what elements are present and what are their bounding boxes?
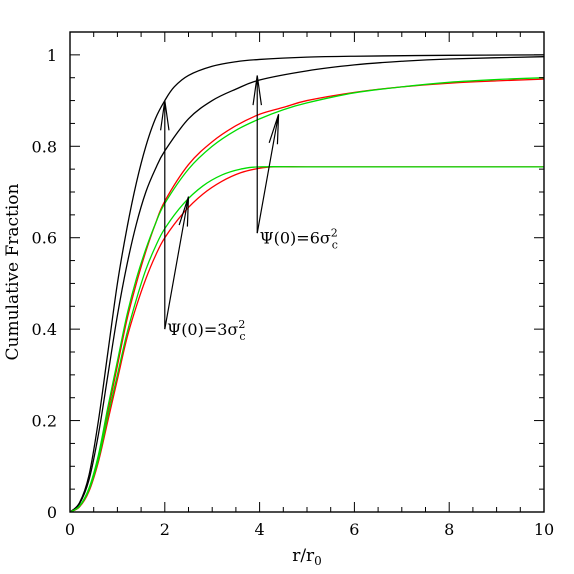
series-line-4 [69, 77, 545, 513]
x-tick-label: 4 [255, 520, 265, 539]
series-line-5 [69, 166, 544, 513]
y-axis-label: Cumulative Fraction [3, 183, 23, 360]
plot-frame [69, 31, 545, 513]
curve-group [69, 54, 545, 513]
annotation-arrow-2-2 [256, 114, 280, 234]
x-tick-label: 6 [349, 520, 359, 539]
x-tick-label: 2 [160, 520, 170, 539]
annotation-arrow-1-2 [164, 196, 190, 330]
tick-marks [69, 32, 545, 513]
y-tick-label: 0.4 [32, 320, 57, 339]
annotation-arrow-2-1 [252, 75, 263, 234]
annotation-arrow-1-1 [160, 100, 170, 330]
x-axis-label: r/r0 [292, 546, 322, 568]
series-line-6 [69, 166, 544, 513]
x-tick-label: 8 [444, 520, 454, 539]
y-tick-label: 1 [47, 46, 57, 65]
series-line-3 [69, 78, 545, 513]
y-tick-label: 0.2 [32, 412, 57, 431]
annotation-label-2: Ψ(0)=6σ2 c [260, 227, 338, 252]
arrow-group [160, 75, 280, 330]
y-tick-label: 0 [47, 503, 57, 522]
x-tick-label: 10 [534, 520, 554, 539]
y-tick-label: 0.8 [32, 137, 57, 156]
annotation-label-1: Ψ(0)=3σ2 c [167, 318, 245, 343]
annotation-labels: Ψ(0)=3σ2 c Ψ(0)=6σ2 c [167, 227, 338, 343]
tick-labels: 0 2 4 6 8 10 0 0.2 0.4 0.6 0.8 1 [32, 46, 555, 539]
series-line-2 [69, 56, 545, 513]
x-tick-label: 0 [65, 520, 75, 539]
series-line-1 [69, 54, 545, 513]
y-tick-label: 0.6 [32, 229, 57, 248]
